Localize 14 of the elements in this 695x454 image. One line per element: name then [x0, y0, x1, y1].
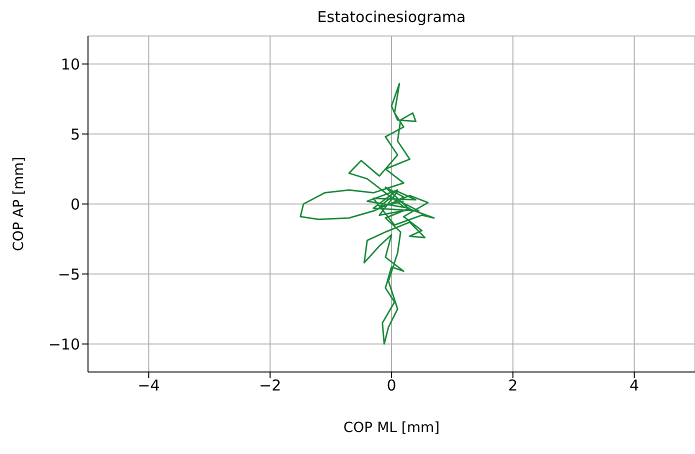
y-tick-label: 10 — [60, 55, 80, 74]
x-tick-label: 4 — [630, 376, 640, 395]
y-tick-label: 5 — [70, 125, 80, 144]
y-tick-label: 0 — [70, 195, 80, 214]
x-tick-label: 2 — [508, 376, 518, 395]
x-axis-title: COP ML [mm] — [343, 420, 440, 436]
x-tick-label: 0 — [386, 376, 396, 395]
y-tick-label: −5 — [58, 265, 80, 284]
line-series — [300, 82, 435, 345]
chart-title: Estatocinesiograma — [316, 8, 467, 28]
y-tick-label: −10 — [48, 335, 80, 354]
y-axis-title: COP AP [mm] — [10, 156, 27, 252]
x-tick-label: −4 — [138, 376, 160, 395]
x-tick-label: −2 — [259, 376, 282, 395]
